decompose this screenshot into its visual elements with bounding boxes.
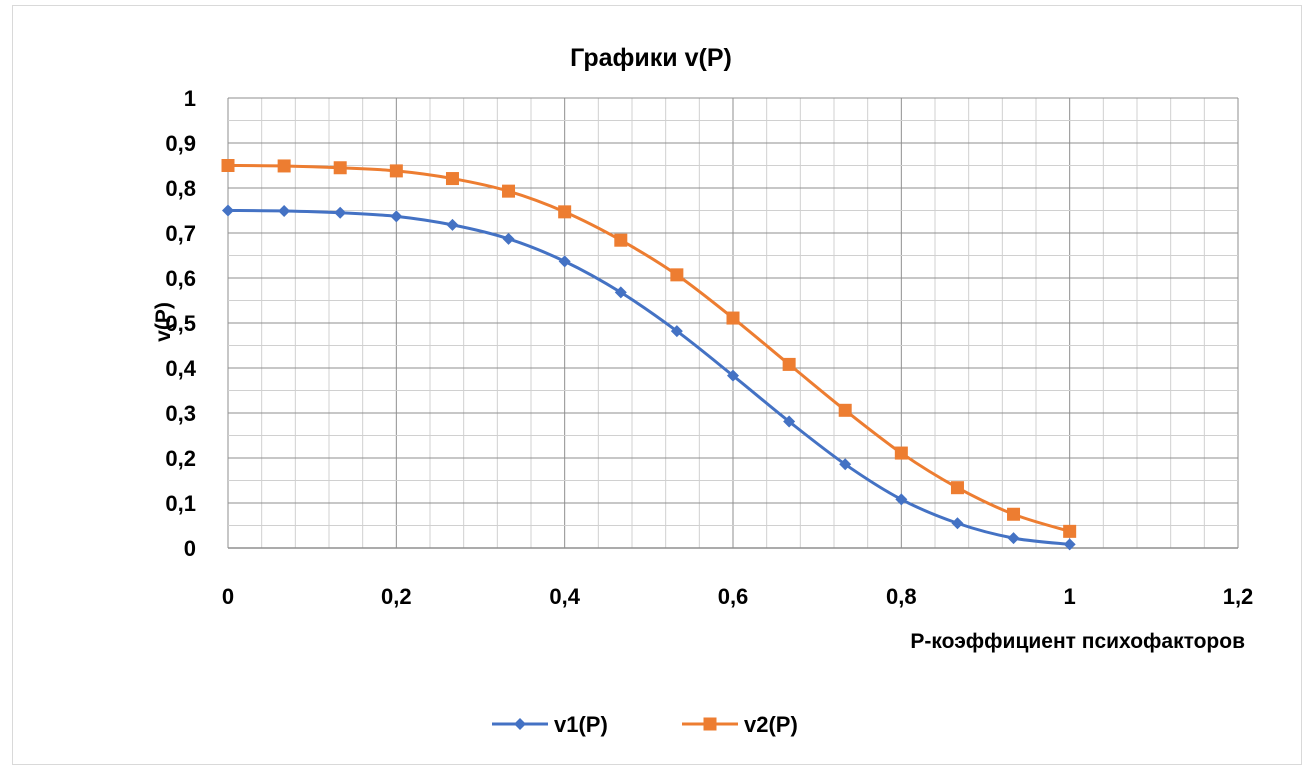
y-tick-label: 0,6: [165, 266, 196, 291]
legend: v1(P) v2(P): [492, 712, 798, 737]
data-point: [502, 232, 515, 245]
legend-marker: [703, 717, 717, 731]
data-point: [838, 403, 852, 417]
data-point: [839, 458, 852, 471]
data-point: [389, 164, 403, 178]
y-tick-label: 0,5: [165, 311, 196, 336]
data-point: [951, 517, 964, 530]
data-point: [445, 172, 459, 186]
data-point: [333, 161, 347, 175]
legend-marker: [514, 718, 526, 730]
legend-label: v1(P): [554, 712, 608, 737]
y-tick-label: 0: [184, 536, 196, 561]
series-line: [227, 164, 1071, 533]
x-tick-label: 1,2: [1223, 584, 1254, 609]
data-point: [502, 184, 516, 198]
data-point: [782, 357, 796, 371]
data-point: [221, 159, 235, 172]
data-point: [614, 233, 628, 247]
y-tick-label: 0,3: [165, 401, 196, 426]
y-axis-title: v(P): [152, 302, 175, 342]
x-tick-label: 0,2: [381, 584, 412, 609]
data-point: [446, 218, 459, 231]
legend-item: v1(P): [492, 712, 608, 737]
x-tick-label: 0,6: [718, 584, 749, 609]
data-point: [1063, 524, 1077, 538]
series-group: [221, 159, 1077, 551]
chart-title: Графики v(P): [570, 44, 732, 72]
data-point: [894, 446, 908, 460]
data-point: [950, 481, 964, 495]
data-point: [277, 159, 291, 173]
y-tick-label: 1: [184, 86, 196, 111]
data-point: [670, 325, 683, 338]
y-tick-label: 0,1: [165, 491, 196, 516]
data-point: [670, 268, 684, 282]
chart-area: [12, 5, 1302, 765]
data-point: [334, 206, 347, 219]
x-tick-label: 0,8: [886, 584, 917, 609]
y-axis-ticks: 0 0,1 0,2 0,3 0,4 0,5 0,6 0,7 0,8 0,9 1: [165, 86, 196, 561]
data-point: [727, 369, 739, 382]
data-point: [1063, 538, 1076, 551]
y-tick-label: 0,9: [165, 131, 196, 156]
data-point: [614, 286, 627, 299]
legend-label: v2(P): [744, 712, 798, 737]
data-point: [390, 210, 403, 223]
data-point: [558, 255, 571, 268]
x-tick-label: 0: [222, 584, 234, 609]
series-1: [222, 204, 1076, 551]
data-point: [1007, 532, 1020, 545]
series-line: [227, 209, 1070, 546]
data-point: [895, 493, 908, 506]
data-point: [783, 415, 796, 428]
data-point: [558, 205, 572, 219]
x-axis-ticks: 0 0,2 0,4 0,6 0,8 1 1,2: [222, 584, 1253, 609]
plot-grid: [227, 97, 1239, 549]
y-tick-label: 0,2: [165, 446, 196, 471]
data-point: [1007, 507, 1021, 521]
y-tick-label: 0,7: [165, 221, 196, 246]
y-tick-label: 0,8: [165, 176, 196, 201]
data-point: [278, 204, 291, 217]
data-point: [726, 311, 740, 325]
legend-item: v2(P): [682, 712, 798, 737]
data-point: [222, 204, 234, 217]
x-tick-label: 0,4: [549, 584, 580, 609]
series-2: [221, 159, 1077, 538]
x-axis-title: P-коэффициент психофакторов: [910, 630, 1245, 653]
y-tick-label: 0,4: [165, 356, 196, 381]
x-tick-label: 1: [1064, 584, 1076, 609]
